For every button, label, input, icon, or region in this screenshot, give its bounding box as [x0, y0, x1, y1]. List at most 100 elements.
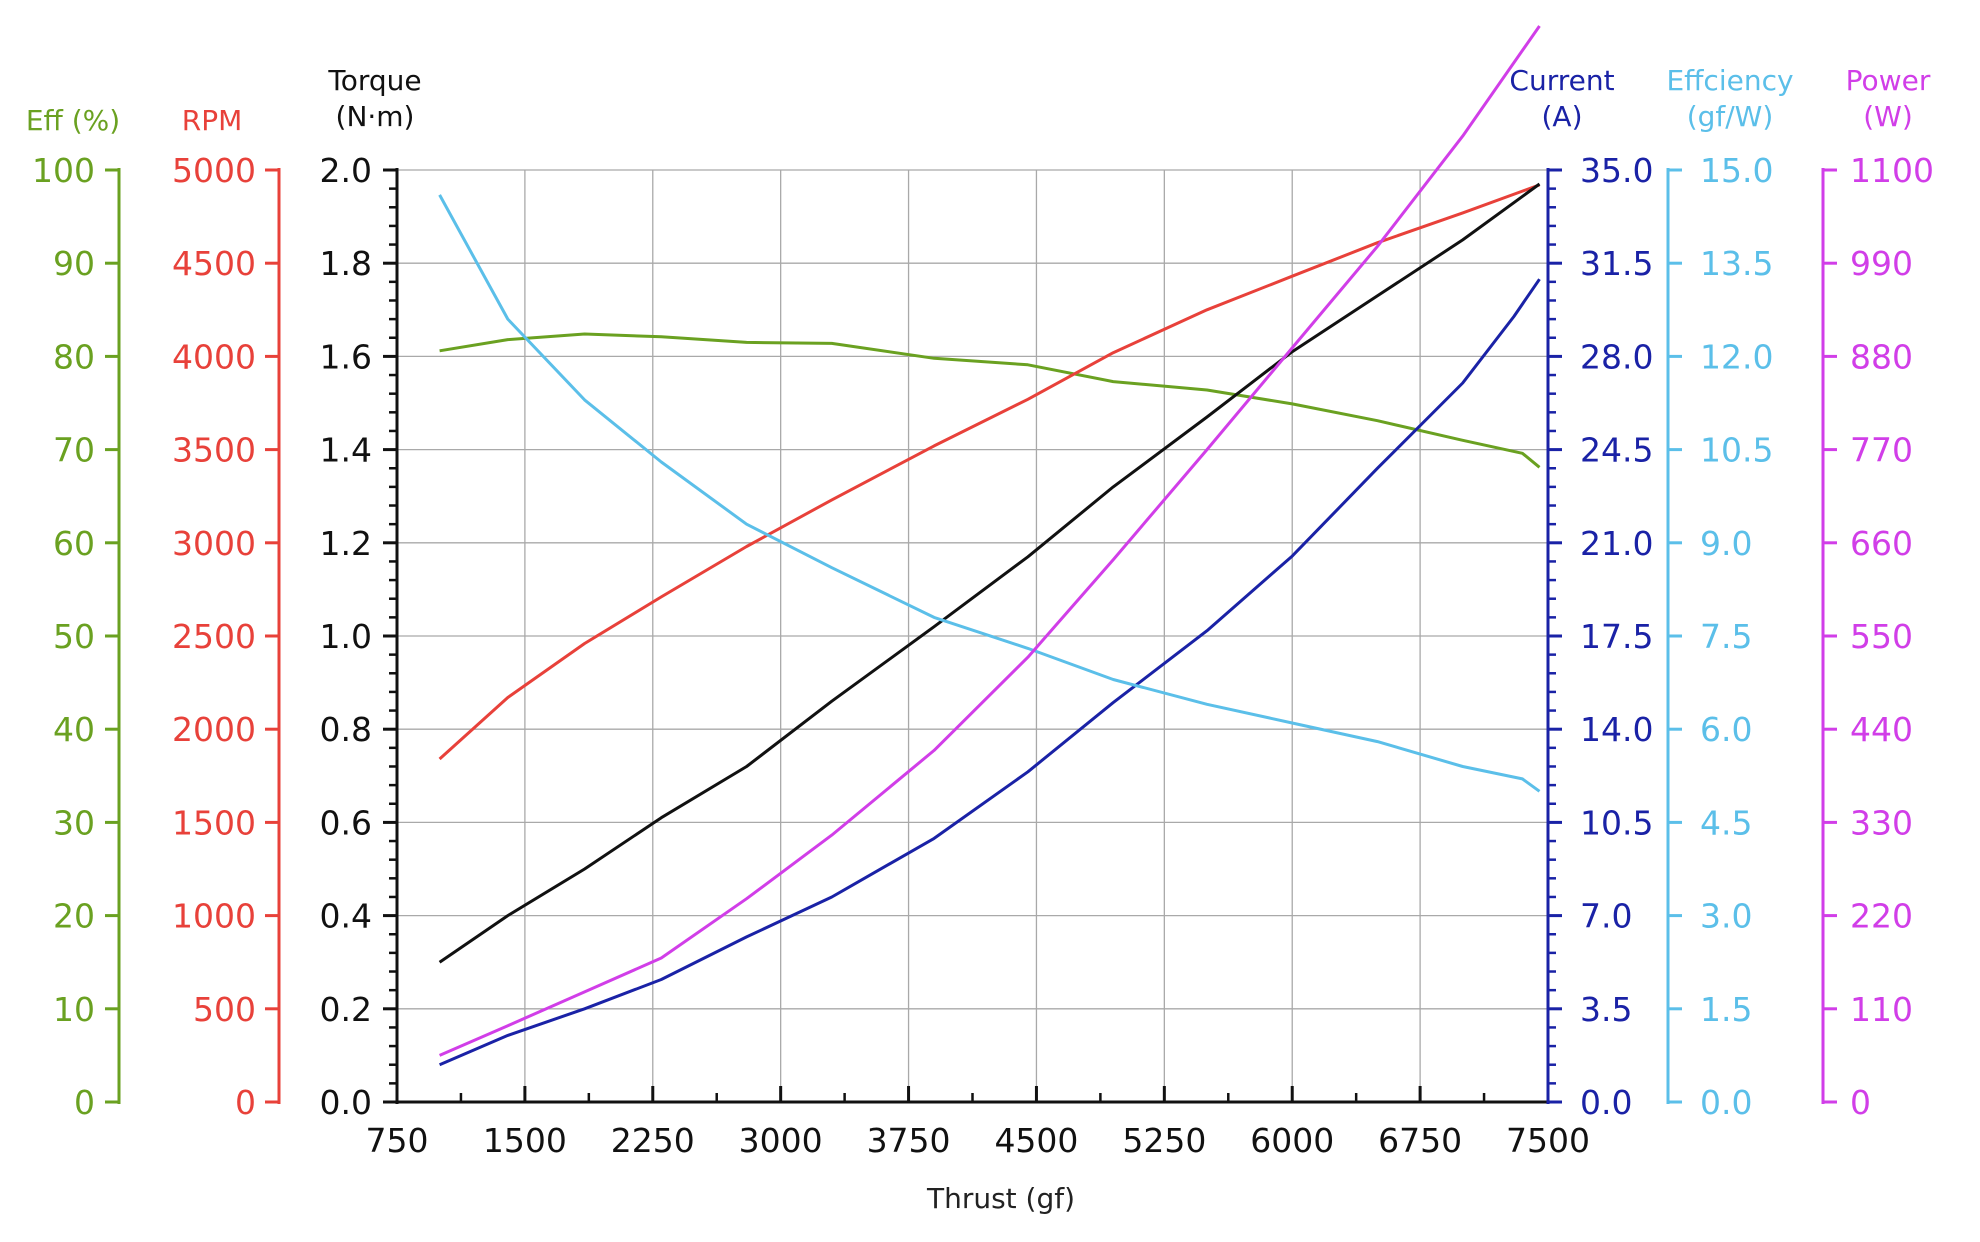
y-tick-label: 35.0 — [1580, 151, 1653, 190]
y-axis-title: Effciency — [1666, 64, 1793, 97]
y-tick-label: 0 — [74, 1083, 95, 1122]
y-tick-label: 1.6 — [320, 337, 372, 376]
y-tick-label: 990 — [1850, 244, 1913, 283]
y-tick-label: 660 — [1850, 524, 1913, 563]
y-tick-label: 20 — [53, 897, 95, 936]
y-tick-label: 3000 — [172, 524, 256, 563]
y-tick-label: 2.0 — [320, 151, 372, 190]
y-tick-label: 1.8 — [320, 244, 372, 283]
y-tick-label: 0.8 — [320, 710, 372, 749]
y-tick-label: 1.0 — [320, 617, 372, 656]
axis-eff: 0 10 20 30 40 50 60 70 80 90 100 Eff (%) — [26, 104, 121, 1122]
y-tick-label: 12.0 — [1700, 337, 1773, 376]
y-tick-label: 100 — [32, 151, 95, 190]
y-tick-label: 80 — [53, 337, 95, 376]
series-line-power — [439, 25, 1541, 1057]
y-tick-label: 15.0 — [1700, 151, 1773, 190]
y-tick-label: 50 — [53, 617, 95, 656]
y-axis-title: (gf/W) — [1687, 100, 1774, 133]
y-tick-label: 1.5 — [1700, 990, 1752, 1029]
y-tick-label: 30 — [53, 803, 95, 842]
y-axis-title: (W) — [1863, 100, 1913, 133]
axis-current: 0.0 3.5 7.0 10.5 14.0 17.5 21.0 24.5 28.0 31.5 35.… — [1509, 64, 1653, 1122]
y-tick-label: 500 — [193, 990, 256, 1029]
y-axis-title: (N·m) — [336, 100, 415, 133]
y-axis-title: Power — [1846, 64, 1931, 97]
y-axis-title: Eff (%) — [26, 104, 120, 137]
y-tick-label: 7.0 — [1580, 897, 1632, 936]
y-tick-label: 3500 — [172, 431, 256, 470]
y-tick-label: 10.5 — [1580, 803, 1653, 842]
series-line-eff — [439, 332, 1541, 469]
y-tick-label: 0.0 — [320, 1083, 372, 1122]
y-tick-label: 4500 — [172, 244, 256, 283]
y-tick-label: 3.0 — [1700, 897, 1752, 936]
y-tick-label: 90 — [53, 244, 95, 283]
y-tick-label: 2000 — [172, 710, 256, 749]
x-tick-label: 6750 — [1378, 1121, 1462, 1160]
y-tick-label: 17.5 — [1580, 617, 1653, 656]
y-tick-label: 24.5 — [1580, 431, 1653, 470]
series-line-efficiency — [438, 194, 1541, 793]
y-tick-label: 110 — [1850, 990, 1913, 1029]
x-tick-label: 3750 — [867, 1121, 951, 1160]
series-line-rpm — [438, 183, 1541, 761]
y-tick-label: 330 — [1850, 803, 1913, 842]
x-tick-label: 6000 — [1250, 1121, 1334, 1160]
y-tick-label: 550 — [1850, 617, 1913, 656]
y-tick-label: 440 — [1850, 710, 1913, 749]
x-tick-label: 1500 — [483, 1121, 567, 1160]
y-tick-label: 7.5 — [1700, 617, 1752, 656]
y-tick-label: 31.5 — [1580, 244, 1653, 283]
y-tick-label: 0.6 — [320, 803, 372, 842]
series — [438, 25, 1541, 1067]
y-tick-label: 6.0 — [1700, 710, 1752, 749]
y-tick-label: 10 — [53, 990, 95, 1029]
y-axis-title: RPM — [182, 104, 243, 137]
y-tick-label: 21.0 — [1580, 524, 1653, 563]
x-tick-label: 7500 — [1506, 1121, 1590, 1160]
y-tick-label: 0 — [235, 1083, 256, 1122]
y-tick-label: 70 — [53, 431, 95, 470]
axis-efficiency: 0.0 1.5 3.0 4.5 6.0 7.5 9.0 10.5 12.0 13.5 15.0 Eff… — [1666, 64, 1793, 1122]
y-tick-label: 14.0 — [1580, 710, 1653, 749]
y-tick-label: 9.0 — [1700, 524, 1752, 563]
x-tick-label: 2250 — [611, 1121, 695, 1160]
axis-torque: 0.0 0.2 0.4 0.6 0.8 1.0 1.2 1.4 1.6 1.8 2.0 Torque(… — [320, 64, 422, 1122]
x-tick-label: 4500 — [994, 1121, 1078, 1160]
y-tick-label: 1500 — [172, 803, 256, 842]
y-tick-label: 2500 — [172, 617, 256, 656]
y-tick-label: 10.5 — [1700, 431, 1773, 470]
y-tick-label: 1000 — [172, 897, 256, 936]
y-tick-label: 5000 — [172, 151, 256, 190]
series-line-torque — [438, 182, 1541, 964]
y-tick-label: 4000 — [172, 337, 256, 376]
y-tick-label: 1.2 — [320, 524, 372, 563]
y-tick-label: 3.5 — [1580, 990, 1632, 1029]
y-tick-label: 0.4 — [320, 897, 372, 936]
y-tick-label: 880 — [1850, 337, 1913, 376]
y-tick-label: 770 — [1850, 431, 1913, 470]
axes: 750 1500 2250 3000 3750 4500 5250 6000 6750 75000… — [26, 64, 1934, 1160]
y-tick-label: 1.4 — [320, 431, 372, 470]
x-axis-title: Thrust (gf) — [926, 1182, 1075, 1215]
x-tick-label: 3000 — [739, 1121, 823, 1160]
y-tick-label: 220 — [1850, 897, 1913, 936]
axis-power: 0 110 220 330 440 550 660 770 880 990 1100 Power(W) — [1821, 64, 1934, 1122]
y-tick-label: 1100 — [1850, 151, 1934, 190]
axis-rpm: 0 500 1000 1500 2000 2500 3000 3500 4000 4500 5000… — [172, 104, 281, 1122]
y-tick-label: 0.0 — [1700, 1083, 1752, 1122]
grid — [397, 169, 1548, 1102]
y-axis-title: Torque — [327, 64, 421, 97]
y-tick-label: 13.5 — [1700, 244, 1773, 283]
x-tick-label: 750 — [366, 1121, 429, 1160]
y-tick-label: 60 — [53, 524, 95, 563]
y-tick-label: 40 — [53, 710, 95, 749]
y-tick-label: 28.0 — [1580, 337, 1653, 376]
y-axis-title: (A) — [1541, 100, 1582, 133]
y-tick-label: 0.2 — [320, 990, 372, 1029]
y-tick-label: 0.0 — [1580, 1083, 1632, 1122]
y-axis-title: Current — [1509, 64, 1614, 97]
series-line-current — [439, 278, 1541, 1067]
